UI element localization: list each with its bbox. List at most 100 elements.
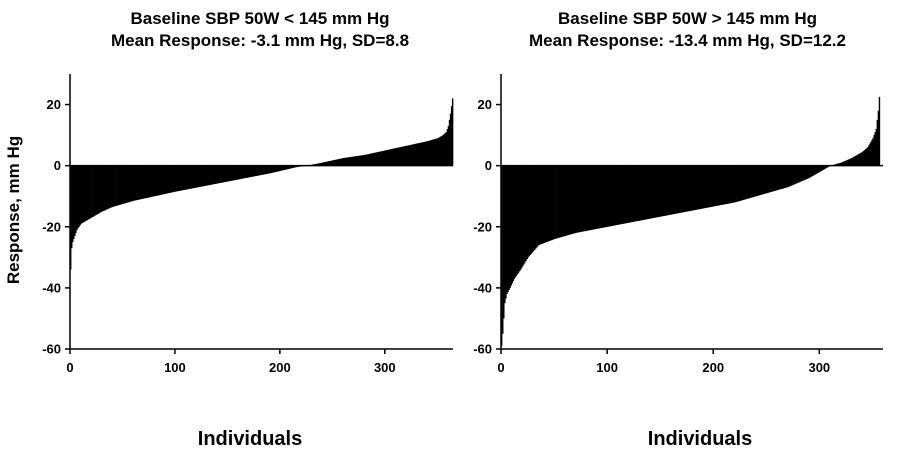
left-bar: [429, 140, 432, 166]
left-bar: [181, 165, 183, 191]
right-bar: [521, 165, 523, 268]
left-bar: [256, 165, 259, 176]
left-bar: [434, 139, 436, 166]
right-bar: [810, 165, 813, 177]
right-bar: [572, 165, 574, 234]
right-bar: [615, 165, 618, 226]
right-bar: [693, 165, 695, 211]
right-bar: [719, 165, 721, 206]
left-bar: [430, 140, 433, 166]
right-bar: [560, 165, 562, 238]
left-bar: [217, 165, 220, 184]
right-bar: [611, 165, 613, 226]
left-bar: [85, 165, 88, 221]
left-bar: [362, 155, 365, 166]
right-bar: [544, 165, 546, 243]
left-bar: [382, 150, 385, 166]
left-bar: [90, 165, 93, 218]
left-bar: [260, 165, 263, 175]
left-bar: [348, 157, 350, 166]
right-bar: [841, 162, 844, 166]
left-bar: [388, 149, 391, 166]
left-bar: [363, 154, 366, 166]
left-bar: [145, 165, 147, 199]
left-bar: [330, 160, 332, 166]
left-bar: [246, 165, 248, 178]
left-bar: [441, 135, 443, 166]
right-bar: [771, 165, 773, 192]
right-bar: [705, 165, 708, 208]
left-bar: [184, 165, 186, 190]
left-bar: [270, 165, 272, 174]
left-bar: [422, 142, 424, 166]
left-bar: [250, 165, 252, 177]
left-bar: [239, 165, 242, 180]
right-y-tick-label: -20: [473, 219, 492, 234]
left-bar: [103, 165, 105, 211]
right-bar: [600, 165, 603, 228]
left-bar: [161, 165, 163, 195]
left-bar: [129, 165, 132, 202]
right-bar: [754, 165, 757, 197]
left-bar: [438, 137, 440, 166]
left-bar: [407, 145, 410, 166]
right-bar: [658, 165, 660, 217]
left-bar: [226, 165, 228, 182]
right-x-tick-label: 0: [497, 360, 504, 375]
right-bar: [819, 165, 821, 172]
left-bar: [366, 154, 369, 166]
left-bar: [384, 150, 387, 166]
right-bar: [720, 165, 723, 205]
left-bar: [194, 165, 197, 188]
left-bar: [203, 165, 205, 187]
right-bar: [781, 165, 783, 189]
left-bar: [396, 147, 398, 166]
right-bar: [505, 165, 507, 299]
left-bar: [376, 152, 378, 166]
left-bar: [179, 165, 181, 191]
left-bar: [281, 165, 284, 171]
right-bar: [775, 165, 778, 191]
right-bar: [820, 165, 822, 172]
right-bar: [722, 165, 725, 205]
right-bar: [618, 165, 621, 225]
right-bar: [678, 165, 680, 214]
right-bar: [853, 156, 855, 166]
left-bar: [427, 140, 430, 166]
left-bar: [139, 165, 141, 200]
left-bar: [365, 154, 368, 166]
left-bar: [265, 165, 267, 175]
left-bar: [327, 161, 329, 166]
right-bar: [598, 165, 601, 229]
left-bar: [368, 154, 370, 166]
left-x-tick-label: 200: [269, 360, 291, 375]
right-bar: [641, 165, 643, 221]
left-bar: [238, 165, 241, 180]
left-bar: [251, 165, 253, 177]
right-bar: [571, 165, 573, 235]
left-bar: [215, 165, 218, 184]
left-bar: [185, 165, 187, 190]
right-bar: [517, 165, 520, 273]
right-bar: [751, 165, 753, 198]
left-bar: [354, 156, 356, 166]
left-bar: [156, 165, 158, 196]
left-bar: [202, 165, 204, 187]
right-chart-title-line-1: Baseline SBP 50W > 145 mm Hg: [557, 9, 818, 28]
left-bar: [204, 165, 206, 186]
right-bar: [673, 165, 676, 214]
right-bar: [548, 165, 551, 242]
right-bar: [805, 165, 807, 180]
left-bar: [292, 165, 294, 168]
left-bar: [193, 165, 196, 188]
left-y-tick-label: -40: [42, 280, 61, 295]
right-bar: [788, 165, 790, 187]
right-bar: [671, 165, 674, 215]
left-bar: [167, 165, 169, 194]
right-bar: [565, 165, 568, 236]
right-bar: [842, 161, 845, 166]
left-bar: [373, 152, 375, 166]
left-bar: [187, 165, 189, 190]
right-bar: [583, 165, 586, 232]
